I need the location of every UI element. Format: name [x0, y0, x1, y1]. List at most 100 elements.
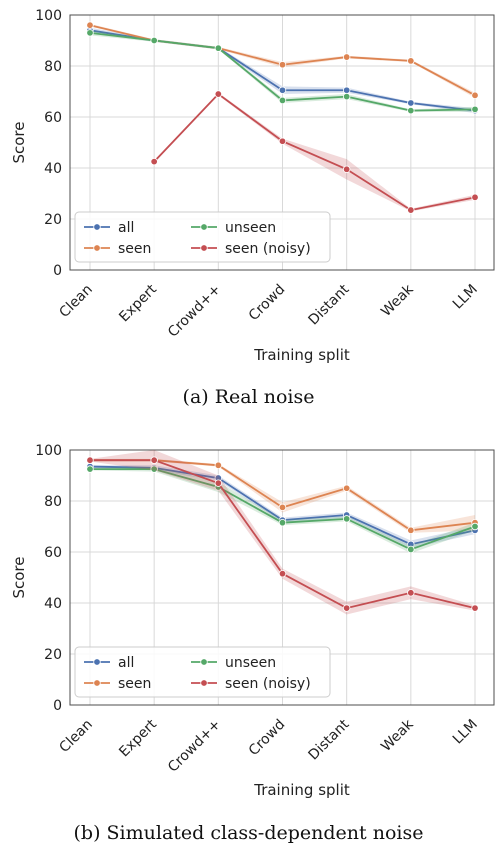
plot-frame: [69, 449, 495, 706]
legend: all seen unseen seen (noisy): [74, 646, 331, 698]
x-tick-label: Crowd: [246, 717, 289, 760]
data-point: [342, 515, 351, 523]
x-tick-label: LLM: [450, 282, 481, 313]
confidence-band: [154, 92, 475, 212]
legend-label: unseen: [225, 655, 276, 671]
data-point: [342, 53, 351, 61]
chart-simulated-noise: 0 20 40 60 80 100 Clean Expert Crowd++ Crowd Dista…: [10, 443, 495, 799]
data-point: [471, 193, 479, 202]
y-tick-label: 80: [44, 59, 62, 75]
plot-frame: [69, 14, 495, 271]
x-tick-label: Weak: [378, 281, 417, 320]
data-point: [278, 518, 287, 527]
data-point: [150, 36, 158, 45]
x-tick-label: Expert: [116, 281, 160, 325]
data-point: [407, 106, 415, 115]
legend-box: [74, 646, 331, 698]
x-tick-label: Distant: [306, 281, 353, 328]
confidence-band: [90, 466, 475, 554]
legend-box: [74, 211, 331, 263]
data-point: [86, 29, 94, 37]
y-axis-label: Score: [10, 556, 28, 598]
legend-marker: [200, 679, 208, 687]
data-point: [471, 604, 479, 612]
data-point: [471, 105, 479, 114]
legend-marker: [200, 244, 208, 252]
legend: all seen unseen seen (noisy): [74, 211, 331, 263]
legend-marker: [93, 679, 101, 687]
data-point: [407, 526, 415, 535]
y-tick-label: 0: [53, 698, 62, 714]
data-point: [278, 569, 287, 578]
confidence-band: [90, 30, 475, 112]
x-tick-label: Crowd++: [165, 282, 224, 341]
y-tick-label: 20: [44, 647, 62, 663]
chart-panel-a: 0 20 40 60 80 100 Clean Expert Crowd++ Crowd Dista…: [0, 0, 497, 420]
data-point: [278, 96, 287, 105]
legend-marker: [93, 244, 101, 252]
legend-label: seen (noisy): [225, 676, 311, 692]
x-tick-label: Expert: [116, 716, 160, 760]
y-tick-label: 20: [44, 212, 62, 228]
data-point: [214, 44, 223, 52]
series-seen_noisy: [150, 90, 479, 214]
x-tick-label: Clean: [56, 717, 95, 756]
data-point: [342, 92, 351, 101]
y-tick-label: 40: [44, 596, 62, 612]
legend-label: seen: [118, 241, 151, 257]
data-point: [342, 165, 351, 173]
legend-label: all: [118, 220, 134, 236]
data-point: [214, 461, 223, 469]
series-unseen: [86, 29, 479, 115]
x-axis-label: Training split: [253, 781, 350, 799]
y-tick-label: 100: [35, 443, 62, 459]
data-point: [214, 90, 223, 98]
legend-label: all: [118, 655, 134, 671]
data-point: [407, 589, 415, 597]
caption-a: (a) Real noise: [182, 386, 315, 408]
data-point: [342, 604, 351, 612]
legend-label: seen: [118, 676, 151, 692]
y-tick-label: 60: [44, 545, 62, 561]
x-tick-label: Weak: [378, 716, 417, 755]
y-tick-label: 0: [53, 263, 62, 279]
x-tick-label: LLM: [450, 717, 481, 748]
data-point: [407, 206, 415, 214]
data-point: [86, 456, 94, 464]
y-tick-label: 40: [44, 161, 62, 177]
legend-label: seen (noisy): [225, 241, 311, 257]
x-tick-label: Clean: [56, 282, 95, 321]
data-point: [150, 157, 158, 166]
confidence-band: [90, 458, 475, 533]
series-unseen: [86, 465, 479, 554]
legend-marker: [200, 223, 208, 231]
y-tick-label: 80: [44, 494, 62, 510]
data-point: [407, 99, 415, 107]
data-point: [342, 484, 351, 492]
data-point: [278, 137, 287, 145]
chart-real-noise: 0 20 40 60 80 100 Clean Expert Crowd++ Crowd Dista…: [10, 8, 495, 364]
data-point: [471, 91, 479, 100]
series-line: [153, 92, 476, 212]
confidence-band: [90, 465, 475, 549]
series-seen_noisy: [86, 450, 479, 615]
data-point: [278, 503, 287, 512]
x-tick-label: Distant: [306, 716, 353, 763]
data-point: [278, 61, 287, 69]
x-tick-label: Crowd: [246, 282, 289, 325]
data-point: [407, 57, 415, 65]
data-point: [150, 456, 158, 464]
y-tick-label: 100: [35, 8, 62, 24]
data-point: [86, 21, 94, 29]
legend-marker: [200, 658, 208, 666]
data-point: [407, 545, 415, 554]
caption-b: (b) Simulated class-dependent noise: [73, 822, 424, 844]
data-point: [214, 479, 223, 487]
legend-marker: [93, 658, 101, 666]
data-point: [278, 86, 287, 94]
data-point: [150, 465, 158, 473]
x-tick-label: Crowd++: [165, 717, 224, 776]
y-axis-label: Score: [10, 121, 28, 163]
y-tick-label: 60: [44, 110, 62, 126]
legend-label: unseen: [225, 220, 276, 236]
